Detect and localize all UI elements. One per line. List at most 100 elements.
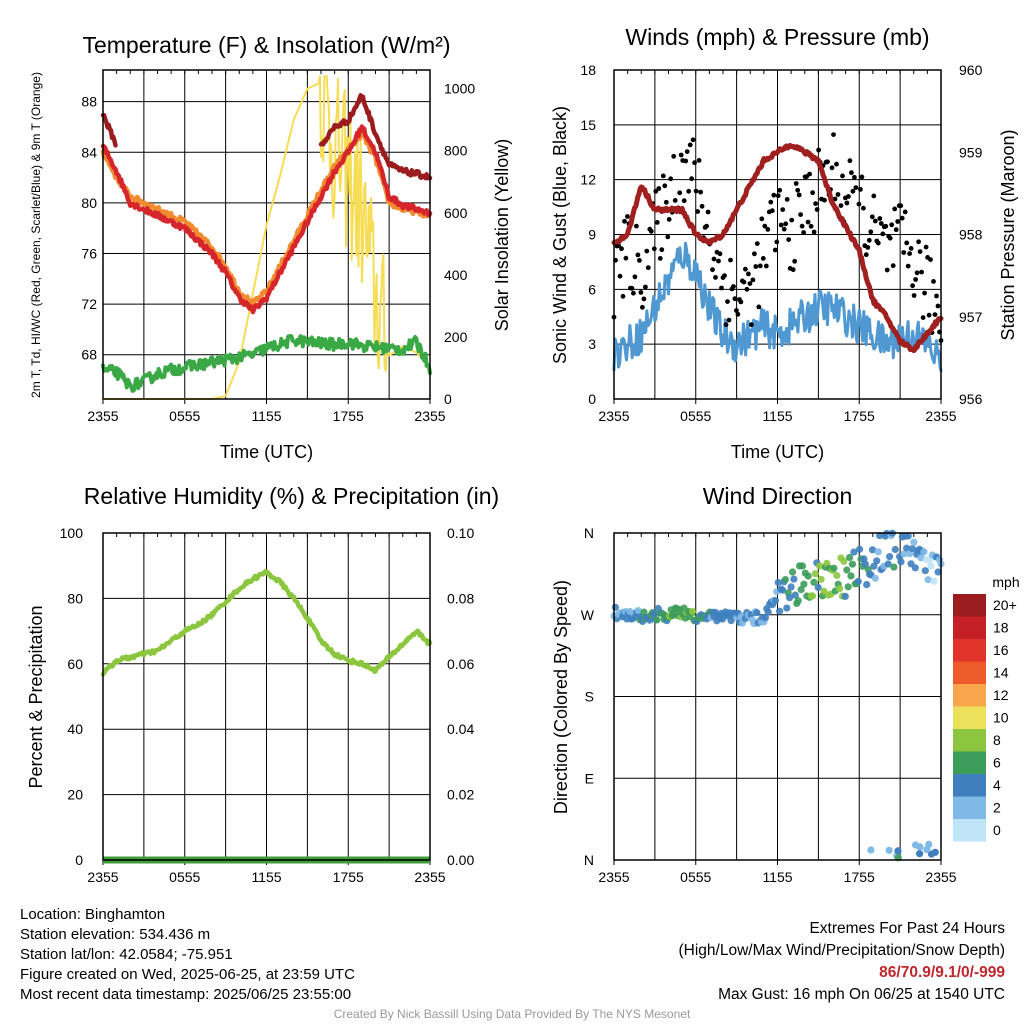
gust-point [852, 174, 857, 180]
y-tick-label: 18 [580, 62, 596, 78]
gust-point [705, 209, 711, 215]
gust-point [777, 187, 783, 193]
gust-point [762, 223, 768, 229]
gust-point [789, 217, 795, 223]
gust-point [746, 271, 751, 277]
gust-point [807, 171, 812, 177]
chart-title: Temperature (F) & Insolation (W/m²) [82, 32, 450, 58]
direction-point [794, 597, 802, 605]
gust-point [793, 181, 799, 186]
y2-tick-label: 957 [959, 309, 983, 325]
gust-point [753, 264, 759, 269]
gust-point [778, 222, 784, 228]
legend-label: 2 [993, 800, 1001, 816]
gust-point [878, 221, 884, 226]
legend-swatch-0 [953, 594, 986, 617]
direction-point [764, 608, 772, 616]
gust-point [880, 231, 886, 237]
gust-point [635, 252, 641, 258]
gust-point [695, 209, 700, 214]
gust-point [645, 265, 651, 271]
y2-tick-label: 0.02 [447, 787, 474, 803]
legend-label: 8 [993, 732, 1001, 748]
y2-axis-label: Station Pressure (Maroon) [998, 129, 1018, 340]
direction-point [847, 572, 855, 580]
y-tick-label: 3 [588, 336, 596, 352]
direction-point [911, 564, 919, 572]
y-tick-label: 76 [81, 245, 97, 261]
gust-point [763, 263, 769, 269]
legend-swatch-2 [953, 639, 986, 662]
x-tick-label: 1755 [844, 408, 875, 424]
gust-point [844, 200, 850, 206]
location-text: Location: Binghamton [20, 906, 166, 923]
y2-tick-label: 600 [444, 205, 468, 221]
plot-frame [613, 532, 942, 861]
gust-point [932, 312, 938, 317]
gust-point [750, 277, 756, 283]
y-tick-label: 20 [67, 787, 83, 803]
gust-point [759, 216, 765, 222]
gust-point [722, 273, 727, 278]
series-rh-line [100, 569, 433, 677]
gust-point [908, 246, 914, 251]
gust-point [902, 209, 908, 215]
gust-point [890, 263, 896, 269]
x-tick-label: 1155 [762, 869, 792, 885]
series-wind-line [612, 241, 943, 373]
direction-point [786, 594, 794, 602]
y-tick-label: 0 [588, 391, 596, 407]
direction-point [894, 847, 902, 855]
gust-point [666, 217, 672, 222]
gust-point [637, 258, 642, 263]
x-tick-label: 2355 [598, 408, 629, 424]
gust-point [905, 263, 911, 269]
gust-point [859, 174, 865, 180]
station-info: Location: Binghamton Station elevation: … [20, 905, 355, 1005]
gust-point [926, 312, 932, 318]
gust-point [662, 183, 668, 189]
gust-point [677, 190, 683, 196]
y2-tick-label: 956 [959, 391, 983, 407]
gust-point [756, 304, 762, 310]
y-tick-label: 100 [60, 525, 84, 541]
direction-point [873, 557, 881, 565]
gust-point [765, 227, 771, 232]
gust-point [887, 235, 893, 241]
gust-point [725, 299, 730, 304]
direction-point [800, 580, 808, 588]
y-tick-label: 88 [81, 94, 97, 110]
y2-tick-label: 0.10 [447, 525, 474, 541]
direction-point [727, 617, 735, 625]
direction-point [920, 548, 928, 556]
gust-point [644, 248, 650, 254]
legend-swatch-7 [953, 751, 986, 774]
gust-point [853, 185, 859, 191]
y-axis-label: 2m T, Td, HI/WC (Red, Green, Scarlet/Blu… [29, 72, 43, 398]
x-tick-label: 1155 [251, 408, 281, 424]
gust-point [760, 256, 766, 261]
gust-point [757, 263, 763, 269]
gust-point [620, 293, 626, 299]
gust-point [822, 197, 827, 203]
legend-title: mph [992, 574, 1019, 590]
gust-point [668, 176, 674, 182]
gust-point [811, 229, 817, 235]
direction-point [774, 578, 782, 587]
gust-point [629, 285, 635, 291]
gust-point [772, 247, 778, 253]
direction-point [916, 850, 924, 858]
chart-title: Winds (mph) & Pressure (mb) [625, 24, 929, 50]
y-tick-label: 80 [81, 195, 97, 211]
direction-point [863, 581, 871, 589]
direction-point [788, 568, 797, 576]
gust-point [699, 203, 705, 209]
y-tick-label: E [585, 770, 594, 786]
x-tick-label: 2355 [925, 869, 956, 885]
gust-point [752, 251, 757, 257]
x-tick-label: 2355 [414, 869, 445, 885]
y2-tick-label: 800 [444, 143, 468, 159]
legend-swatch-10 [953, 819, 986, 842]
gust-point [889, 222, 895, 228]
gust-point [689, 176, 694, 182]
